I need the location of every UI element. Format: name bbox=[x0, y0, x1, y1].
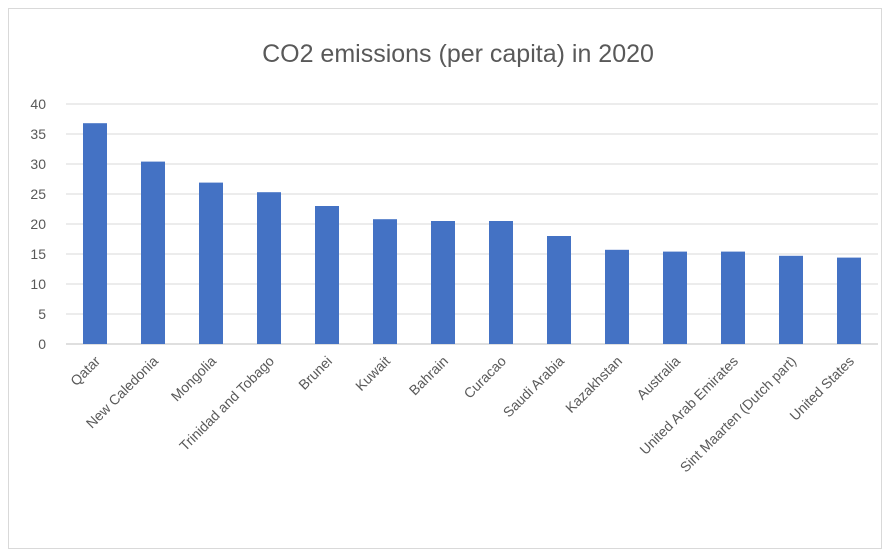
y-tick-label: 10 bbox=[30, 276, 46, 292]
bar-kazakhstan bbox=[605, 249, 629, 344]
x-category-label: Kuwait bbox=[352, 353, 393, 394]
y-tick-label: 25 bbox=[30, 186, 46, 202]
bar-qatar bbox=[83, 123, 107, 344]
x-category-label: United Arab Emirates bbox=[636, 353, 741, 458]
bar-trinidad-and-tobago bbox=[257, 192, 281, 344]
x-category-label: Curacao bbox=[460, 353, 509, 402]
bar-united-states bbox=[837, 257, 861, 344]
chart-title: CO2 emissions (per capita) in 2020 bbox=[262, 40, 654, 68]
bar-brunei bbox=[315, 206, 339, 344]
x-category-label: Australia bbox=[633, 353, 683, 403]
x-category-label: Bahrain bbox=[406, 353, 451, 398]
bar-united-arab-emirates bbox=[721, 251, 745, 344]
x-category-label: Sint Maarten (Dutch part) bbox=[677, 353, 799, 475]
x-category-label: Brunei bbox=[295, 353, 335, 393]
y-tick-label: 0 bbox=[38, 336, 46, 352]
bar-australia bbox=[663, 251, 687, 344]
gridlines bbox=[66, 103, 878, 345]
bar-saudi-arabia bbox=[547, 236, 571, 344]
bar-new-caledonia bbox=[141, 161, 165, 344]
y-tick-label: 30 bbox=[30, 156, 46, 172]
bar-bahrain bbox=[431, 221, 455, 344]
x-category-label: Mongolia bbox=[168, 353, 220, 405]
bar-curacao bbox=[489, 221, 513, 344]
y-tick-label: 35 bbox=[30, 126, 46, 142]
bar-sint-maarten-dutch-part bbox=[779, 255, 803, 344]
bar-kuwait bbox=[373, 219, 397, 344]
y-tick-label: 15 bbox=[30, 246, 46, 262]
x-category-label: Kazakhstan bbox=[562, 353, 625, 416]
bars bbox=[83, 123, 861, 344]
y-tick-label: 40 bbox=[30, 96, 46, 112]
y-axis-ticks: 0 5 10 15 20 25 30 35 40 bbox=[30, 96, 46, 352]
x-category-label: Trinidad and Tobago bbox=[176, 353, 277, 454]
y-tick-label: 20 bbox=[30, 216, 46, 232]
x-category-label: Saudi Arabia bbox=[500, 353, 568, 421]
x-category-label: Qatar bbox=[67, 353, 103, 389]
y-tick-label: 5 bbox=[38, 306, 46, 322]
bar-mongolia bbox=[199, 182, 223, 344]
